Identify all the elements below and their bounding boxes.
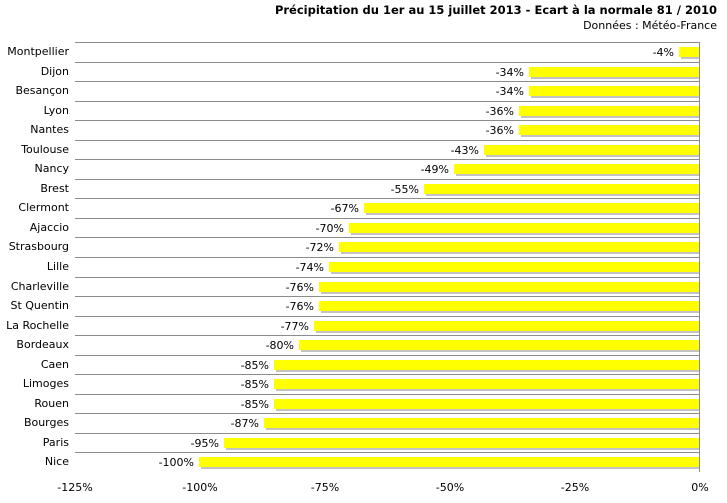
x-tick-label: -100%: [182, 481, 218, 494]
category-label: Strasbourg: [8, 240, 69, 254]
bar-value-label: -43%: [450, 143, 479, 157]
bar-value-label: -85%: [240, 397, 269, 411]
bar-value-label: -74%: [295, 261, 324, 274]
bar-row: -76%: [75, 278, 699, 298]
category-label: Charleville: [10, 279, 69, 293]
bar-row: -67%: [75, 199, 699, 219]
bar: [274, 379, 699, 390]
bar-value-label: -85%: [240, 378, 269, 392]
bar-row: -70%: [75, 219, 699, 239]
bar: [299, 340, 699, 351]
bar: [519, 105, 699, 116]
bar-row: -80%: [75, 336, 699, 356]
bar-row: -36%: [75, 121, 699, 141]
bar-row: -49%: [75, 160, 699, 180]
category-label: St Quentin: [10, 299, 69, 313]
category-label: Toulouse: [21, 142, 69, 156]
bar: [199, 457, 699, 468]
bar-value-label: -72%: [305, 241, 334, 255]
bar-value-label: -80%: [265, 339, 294, 353]
category-label: Rouen: [34, 396, 69, 410]
x-tick-label: 0%: [691, 481, 709, 494]
bar: [519, 125, 699, 136]
bar-value-label: -49%: [420, 163, 449, 177]
bar-row: -55%: [75, 180, 699, 200]
chart-subtitle: Données : Météo-France: [583, 19, 717, 32]
category-label: Bordeaux: [16, 338, 69, 352]
x-tick-label: -125%: [57, 481, 93, 494]
bar-row: -85%: [75, 356, 699, 376]
bar: [424, 183, 699, 194]
x-tick-label: -50%: [435, 481, 465, 494]
bar-value-label: -87%: [230, 417, 259, 431]
bar-row: -4%: [75, 43, 699, 63]
bar-value-label: -70%: [315, 221, 344, 235]
bar: [274, 398, 699, 409]
bar: [264, 418, 699, 429]
bar: [274, 359, 699, 370]
category-label: Lille: [46, 260, 69, 273]
bar: [314, 320, 699, 331]
bar-row: -77%: [75, 317, 699, 337]
bar: [339, 242, 699, 253]
bar-row: -95%: [75, 434, 699, 454]
bar: [454, 164, 699, 175]
category-label: Limoges: [22, 377, 69, 391]
category-label: Clermont: [18, 201, 69, 215]
bar: [364, 203, 699, 214]
x-tick-label: -25%: [560, 481, 590, 494]
bar-row: -87%: [75, 414, 699, 434]
category-label: Besançon: [15, 84, 69, 98]
bar-value-label: -85%: [240, 358, 269, 372]
bar-row: -100%: [75, 453, 699, 472]
bar-value-label: -4%: [652, 46, 674, 59]
bar-value-label: -36%: [485, 124, 514, 138]
category-label: Montpellier: [7, 45, 69, 58]
bar: [349, 222, 699, 233]
category-label: Brest: [40, 181, 69, 195]
bar-value-label: -76%: [285, 300, 314, 314]
bar: [529, 86, 699, 97]
bar-value-label: -34%: [495, 65, 524, 79]
bar-value-label: -95%: [190, 436, 219, 450]
bar: [224, 437, 699, 448]
bar: [319, 281, 699, 292]
bar: [319, 301, 699, 312]
category-label: Ajaccio: [29, 220, 69, 234]
bar-row: -74%: [75, 258, 699, 278]
bar-value-label: -34%: [495, 85, 524, 99]
bar-row: -34%: [75, 63, 699, 83]
bar: [484, 144, 699, 155]
category-label: Paris: [42, 435, 69, 449]
bar-row: -43%: [75, 141, 699, 161]
bar-value-label: -100%: [158, 456, 194, 470]
bar-value-label: -36%: [485, 104, 514, 118]
bar-value-label: -55%: [390, 182, 419, 196]
bar-value-label: -77%: [280, 319, 309, 333]
category-label: Lyon: [43, 103, 69, 117]
x-tick-label: -75%: [310, 481, 340, 494]
category-label: Caen: [40, 357, 69, 371]
category-label: Nancy: [34, 162, 70, 176]
bar: [329, 262, 699, 272]
bar-value-label: -67%: [330, 202, 359, 216]
category-label: Bourges: [23, 416, 69, 430]
bar-row: -85%: [75, 375, 699, 395]
category-label: Nice: [44, 455, 69, 469]
category-label: Dijon: [40, 64, 69, 78]
bar: [679, 47, 699, 57]
bar-row: -72%: [75, 238, 699, 258]
bar-value-label: -76%: [285, 280, 314, 294]
bar: [529, 66, 699, 77]
bar-row: -36%: [75, 102, 699, 122]
category-label: Nantes: [30, 123, 69, 137]
bar-row: -34%: [75, 82, 699, 102]
category-label: La Rochelle: [6, 318, 69, 332]
plot-area: -4% -34% -34% -36% -36% -43% -49% -55% -67% -70% -…: [75, 42, 700, 472]
chart-title: Précipitation du 1er au 15 juillet 2013 …: [274, 3, 717, 17]
bar-row: -85%: [75, 395, 699, 415]
bar-row: -76%: [75, 297, 699, 317]
